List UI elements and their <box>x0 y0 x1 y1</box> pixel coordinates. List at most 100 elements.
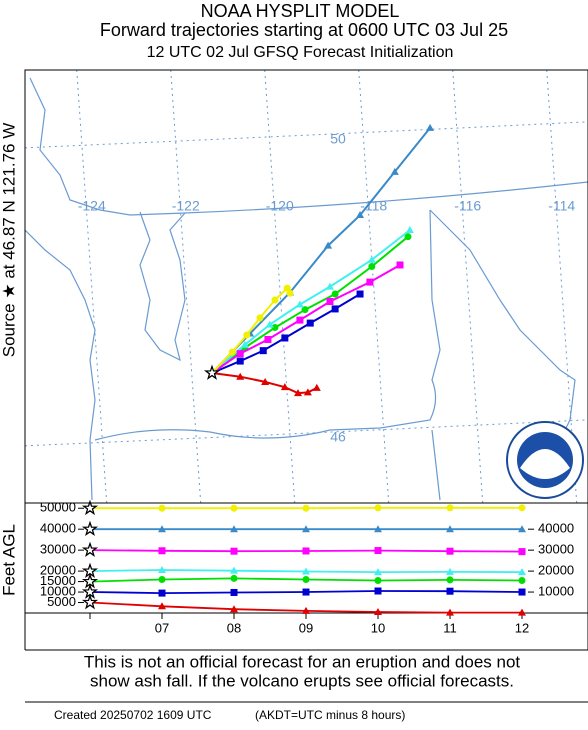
marker <box>374 568 382 576</box>
marker <box>312 383 321 391</box>
x-tick-label: 12 <box>515 620 529 635</box>
marker <box>294 389 303 397</box>
marker <box>228 348 236 356</box>
y-tick-label-right: 30000 <box>538 542 574 557</box>
lat-label: 50 <box>330 131 346 147</box>
start-star <box>81 573 99 589</box>
marker <box>296 316 304 324</box>
marker <box>518 568 526 576</box>
marker <box>374 504 382 512</box>
header-line2: Forward trajectories starting at 0600 UT… <box>100 20 508 40</box>
marker <box>374 547 382 555</box>
start-star <box>81 562 99 579</box>
header-line3: 12 UTC 02 Jul GFSQ Forecast Initializati… <box>147 44 454 61</box>
created-text: Created 20250702 1609 UTC <box>54 708 212 722</box>
marker <box>261 377 270 385</box>
lon-label: -124 <box>78 198 106 214</box>
marker <box>281 334 289 342</box>
marker <box>302 567 310 575</box>
marker <box>280 383 289 391</box>
marker <box>374 587 382 595</box>
x-tick-label: 09 <box>299 620 313 635</box>
y-tick-label: 5000 <box>47 594 76 609</box>
marker <box>446 587 454 595</box>
marker <box>518 608 526 616</box>
marker <box>518 588 526 596</box>
marker <box>283 284 291 292</box>
marker <box>518 504 526 512</box>
marker <box>303 388 312 396</box>
grid-line <box>264 70 296 503</box>
lon-label: -118 <box>360 198 387 214</box>
grid-line <box>452 70 484 503</box>
marker <box>271 296 279 304</box>
map-panel: 50 46 -124 -122 -120 -118 -116 -114 <box>25 70 588 503</box>
marker <box>446 525 454 533</box>
marker <box>236 350 244 358</box>
marker <box>230 566 238 574</box>
marker <box>356 290 364 298</box>
marker <box>367 255 376 263</box>
start-star <box>81 499 99 516</box>
marker <box>390 167 399 175</box>
marker <box>230 588 238 596</box>
marker <box>405 225 414 233</box>
coastline <box>25 229 96 501</box>
marker <box>230 605 238 613</box>
lat-label: 46 <box>330 429 346 445</box>
state-border-or-id <box>431 429 441 501</box>
marker <box>243 331 251 339</box>
y-tick-label: 40000 <box>40 521 76 536</box>
y-tick-label-right: 10000 <box>538 583 574 598</box>
y-tick-label: 20000 <box>40 563 76 578</box>
marker <box>368 262 376 270</box>
start-star <box>81 593 99 610</box>
marker <box>306 319 314 327</box>
lon-label: -120 <box>266 198 294 214</box>
y-tick-label: 15000 <box>40 573 76 588</box>
logo-bird <box>520 449 570 479</box>
marker <box>302 606 310 614</box>
marker <box>302 525 310 533</box>
marker <box>230 574 238 582</box>
x-tick-label: 11 <box>443 620 457 635</box>
marker <box>259 347 267 355</box>
marker <box>404 233 412 241</box>
marker <box>446 547 454 555</box>
header-line1: NOAA HYSPLIT MODEL <box>201 1 400 21</box>
marker <box>302 588 310 596</box>
marker <box>256 314 264 322</box>
marker <box>446 608 454 616</box>
marker <box>446 567 454 575</box>
marker <box>302 575 310 583</box>
marker <box>265 320 274 328</box>
lon-label: -116 <box>454 198 481 214</box>
marker <box>374 607 382 615</box>
x-tick-label: 07 <box>155 620 169 635</box>
lon-label: -122 <box>172 198 200 214</box>
marker <box>331 290 339 298</box>
marker <box>158 525 166 533</box>
grid-line <box>76 70 108 503</box>
y-tick-label: 10000 <box>40 583 76 598</box>
grid-line <box>170 70 202 503</box>
marker <box>230 525 238 533</box>
marker <box>158 589 166 597</box>
timezone-text: (AKDT=UTC minus 8 hours) <box>255 708 405 722</box>
marker <box>271 324 279 332</box>
marker <box>230 547 238 555</box>
marker <box>230 504 238 512</box>
marker <box>158 504 166 512</box>
marker <box>295 300 304 308</box>
marker <box>158 547 166 555</box>
grid-line <box>546 70 578 503</box>
grid-line <box>358 70 390 503</box>
marker <box>446 504 454 512</box>
marker <box>366 278 374 286</box>
marker <box>396 261 404 269</box>
marker <box>446 576 454 584</box>
marker <box>325 282 334 290</box>
marker <box>518 548 526 556</box>
y-tick-label: 50000 <box>40 500 76 515</box>
